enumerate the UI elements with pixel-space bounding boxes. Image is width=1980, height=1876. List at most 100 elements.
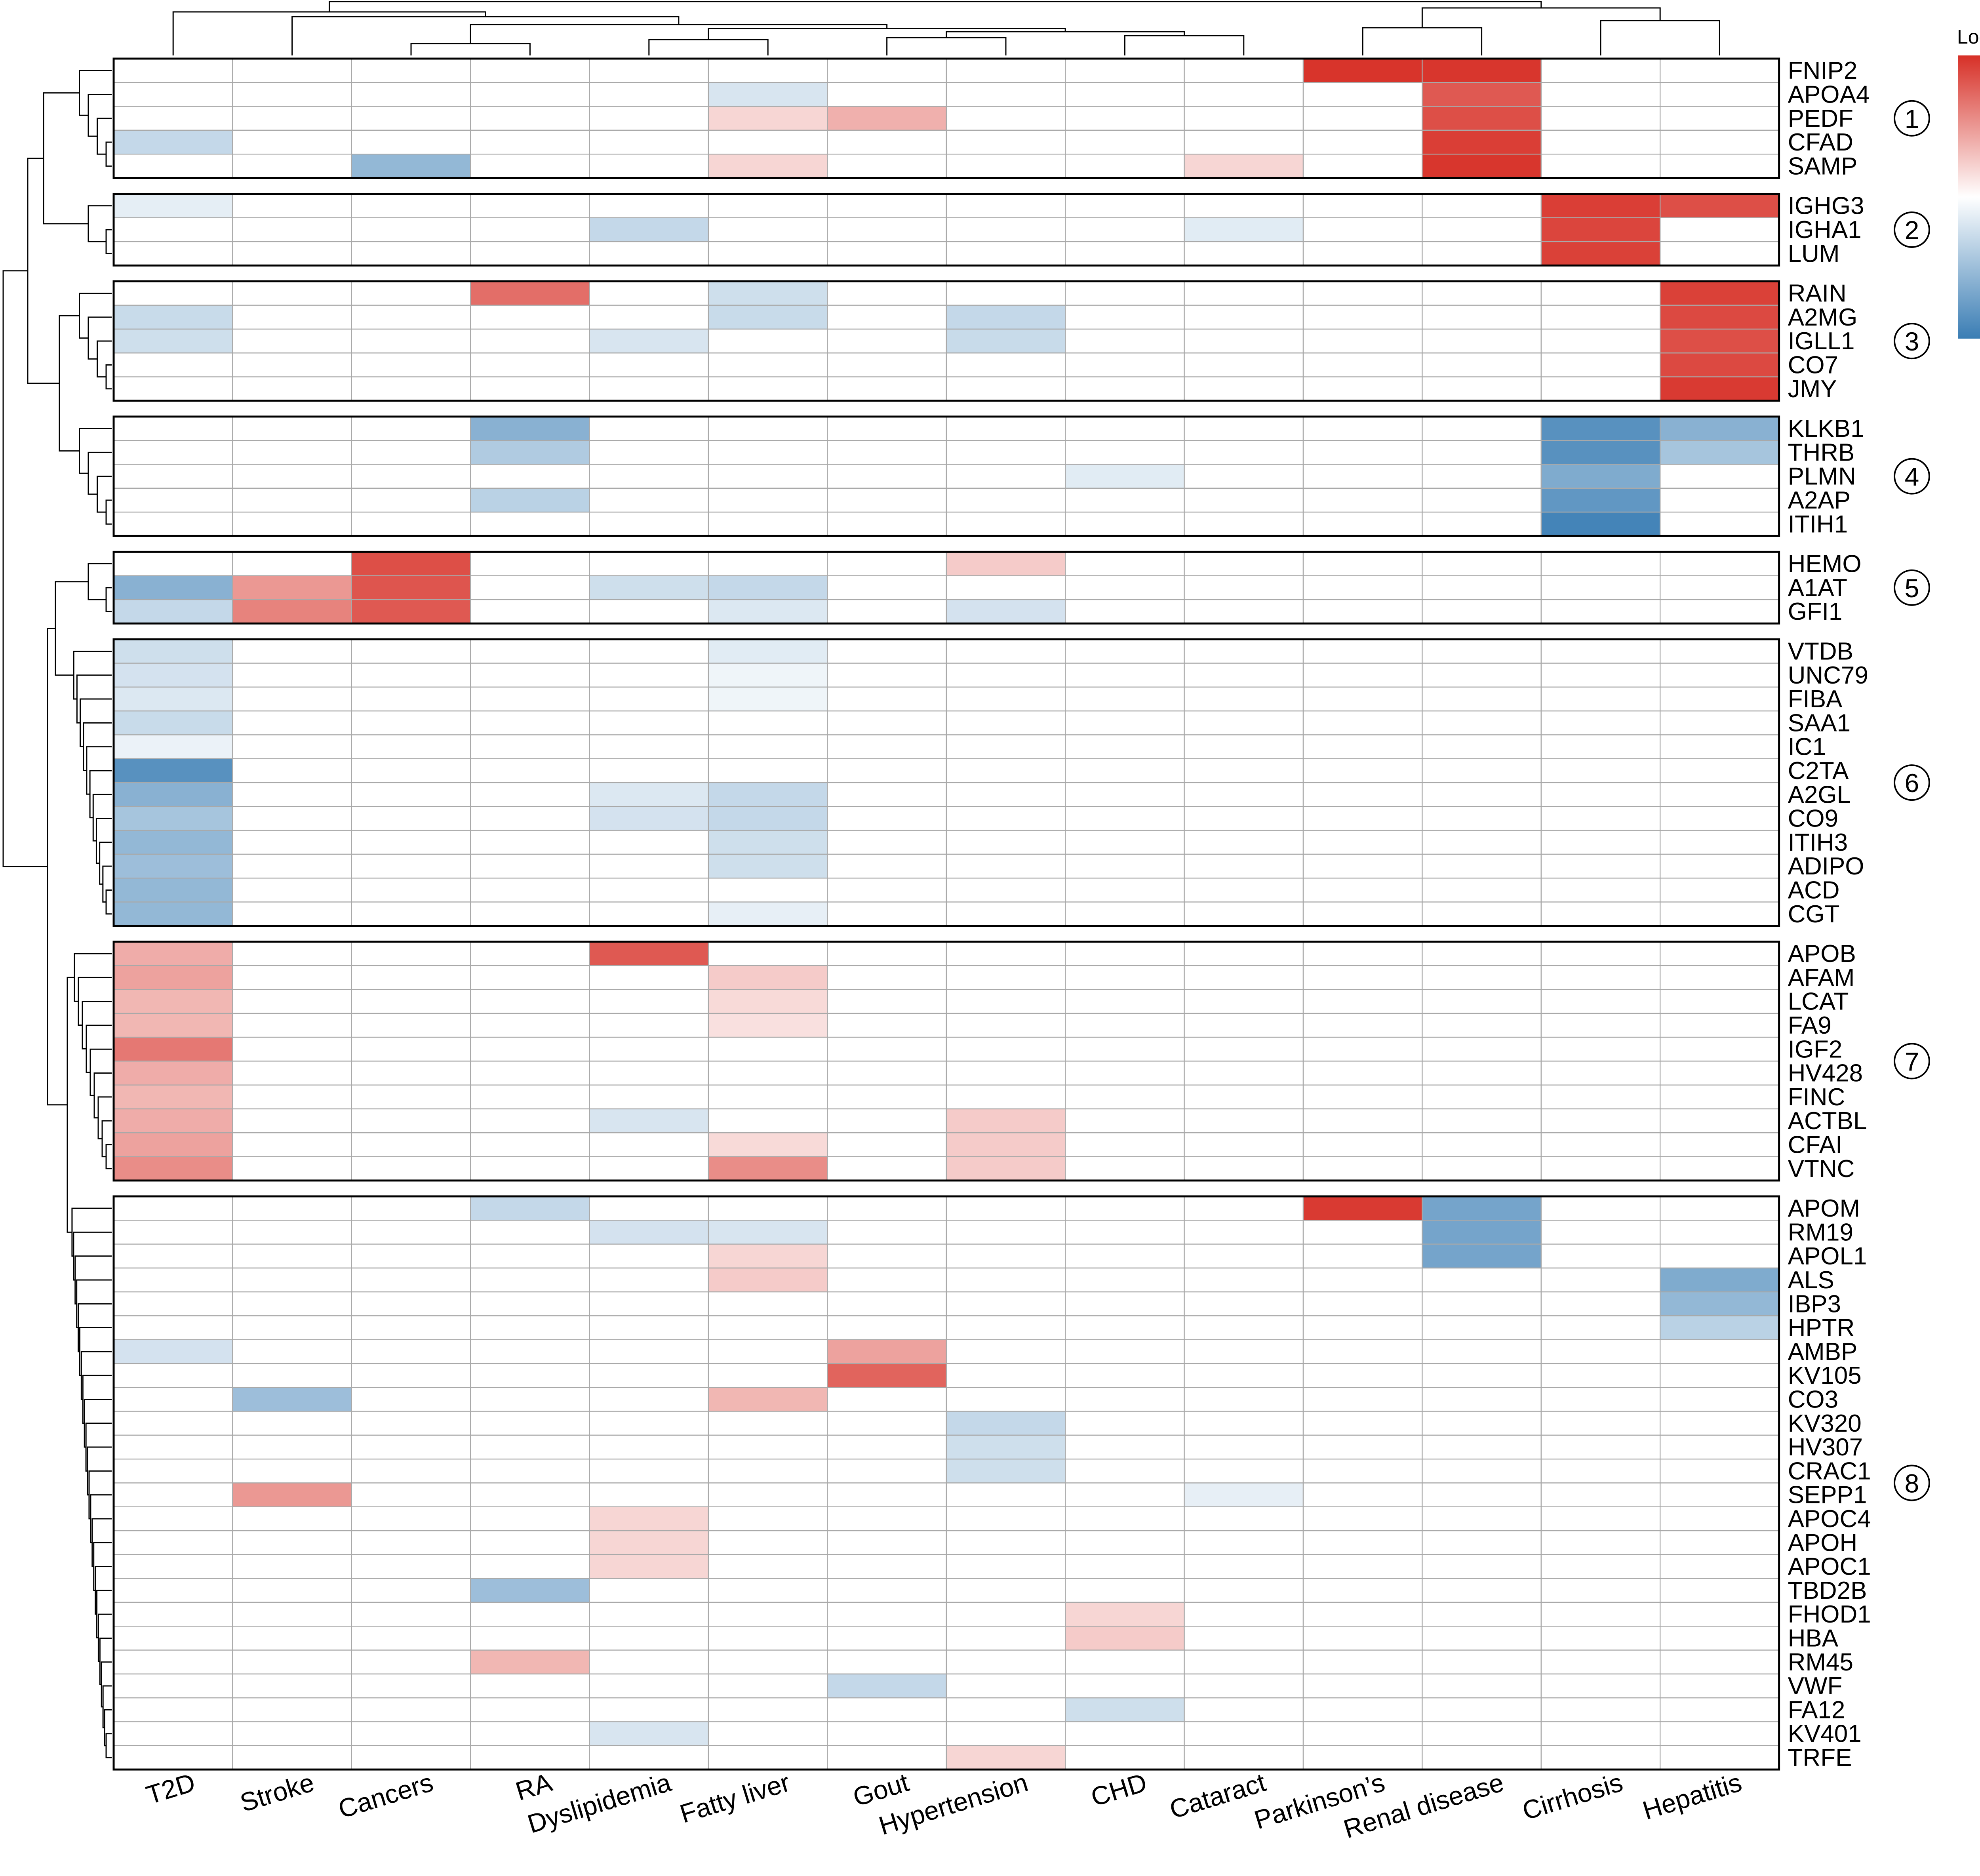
heatmap-cell: [1184, 241, 1304, 266]
heatmap-cell: [827, 464, 947, 489]
heatmap-cell: [1660, 1132, 1780, 1157]
dendrogram-link: [1362, 27, 1483, 55]
heatmap-cell: [351, 1458, 471, 1484]
heatmap-cell: [708, 154, 828, 179]
heatmap-cell: [1302, 241, 1423, 266]
heatmap-cell: [946, 1673, 1066, 1699]
heatmap-cell: [1422, 1434, 1542, 1460]
heatmap-cell: [113, 464, 233, 489]
dendrogram-link: [470, 24, 888, 44]
heatmap-cell: [1540, 575, 1661, 600]
heatmap-cell: [589, 1244, 709, 1268]
row-label: JMY: [1788, 375, 1837, 403]
heatmap-cell: [827, 376, 947, 402]
dendrogram-link: [95, 818, 112, 864]
heatmap-cell: [708, 599, 828, 624]
heatmap-cell: [589, 1745, 709, 1770]
heatmap-cell: [827, 551, 947, 576]
heatmap-cell: [113, 663, 233, 688]
heatmap-cell: [351, 1084, 471, 1110]
heatmap-cell: [1540, 1084, 1661, 1110]
heatmap-cell: [1540, 305, 1661, 330]
heatmap-cell: [232, 1315, 352, 1340]
heatmap-cell: [1660, 639, 1780, 664]
heatmap-cell: [1422, 1339, 1542, 1364]
heatmap-cell: [589, 1506, 709, 1531]
heatmap-cell: [1422, 1084, 1542, 1110]
heatmap-cell: [1660, 416, 1780, 441]
dendrogram-link: [88, 563, 112, 600]
heatmap-cell: [470, 853, 590, 879]
heatmap-cell: [589, 58, 709, 83]
heatmap-cell: [470, 1721, 590, 1746]
cluster-number-circle: [1894, 458, 1930, 495]
heatmap-cell: [827, 853, 947, 879]
heatmap-cell: [1422, 1554, 1542, 1579]
heatmap-cell: [1540, 106, 1661, 131]
heatmap-cell: [351, 639, 471, 664]
row-label: KV105: [1788, 1362, 1862, 1389]
heatmap-cell: [946, 1697, 1066, 1722]
heatmap-cell: [1660, 663, 1780, 688]
heatmap-cell: [827, 1578, 947, 1603]
heatmap-cell: [1422, 1530, 1542, 1555]
heatmap-cell: [827, 511, 947, 537]
heatmap-cell: [1302, 488, 1423, 513]
heatmap-cell: [351, 1506, 471, 1531]
heatmap-cell: [1302, 1554, 1423, 1579]
heatmap-cell: [1422, 1506, 1542, 1531]
heatmap-cell: [946, 758, 1066, 783]
heatmap-cell: [1660, 686, 1780, 712]
heatmap-cell: [1422, 1482, 1542, 1507]
heatmap-cell: [1422, 241, 1542, 266]
heatmap-cell: [1064, 639, 1185, 664]
row-label: SAA1: [1788, 709, 1851, 737]
heatmap-cell: [946, 217, 1066, 242]
row-label: UNC79: [1788, 662, 1868, 689]
heatmap-cell: [470, 1554, 590, 1579]
heatmap-cell: [232, 1061, 352, 1086]
heatmap-cell: [1064, 1132, 1185, 1157]
heatmap-cell: [1064, 1339, 1185, 1364]
heatmap-cell: [1422, 1244, 1542, 1268]
heatmap-cell: [1302, 1434, 1423, 1460]
heatmap-cell: [1302, 464, 1423, 489]
cluster-number-circle: [1894, 211, 1930, 248]
row-label: LCAT: [1788, 988, 1849, 1015]
heatmap-cell: [1660, 1673, 1780, 1699]
heatmap-cell: [351, 941, 471, 966]
heatmap-cell: [1302, 58, 1423, 83]
heatmap-cell: [827, 1697, 947, 1722]
heatmap-cell: [1422, 58, 1542, 83]
heatmap-cell: [827, 1673, 947, 1699]
heatmap-cell: [708, 989, 828, 1014]
heatmap-cell: [470, 686, 590, 712]
row-label: CO9: [1788, 805, 1838, 832]
heatmap-cell: [708, 106, 828, 131]
heatmap-cell: [1660, 193, 1780, 218]
heatmap-cell: [232, 710, 352, 735]
heatmap-cell: [589, 551, 709, 576]
heatmap-cell: [589, 130, 709, 155]
heatmap-cell: [708, 464, 828, 489]
heatmap-cell: [113, 82, 233, 107]
heatmap-cell: [1422, 734, 1542, 759]
heatmap-cell: [113, 1013, 233, 1038]
dendrogram-link: [1421, 7, 1661, 28]
heatmap-cell: [113, 1315, 233, 1340]
heatmap-cell: [1302, 1267, 1423, 1293]
heatmap-cell: [1540, 328, 1661, 354]
heatmap-cell: [946, 853, 1066, 879]
heatmap-cell: [589, 1036, 709, 1062]
heatmap-cell: [113, 853, 233, 879]
heatmap-cell: [589, 965, 709, 990]
heatmap-cell: [1184, 1013, 1304, 1038]
heatmap-cell: [1064, 941, 1185, 966]
heatmap-cell: [113, 1721, 233, 1746]
heatmap-cell: [113, 1339, 233, 1364]
heatmap-cell: [351, 989, 471, 1014]
heatmap-cell: [113, 1219, 233, 1245]
cluster-number: 7: [1905, 1047, 1919, 1076]
heatmap-cell: [1660, 830, 1780, 855]
dendrogram-link: [76, 674, 112, 724]
